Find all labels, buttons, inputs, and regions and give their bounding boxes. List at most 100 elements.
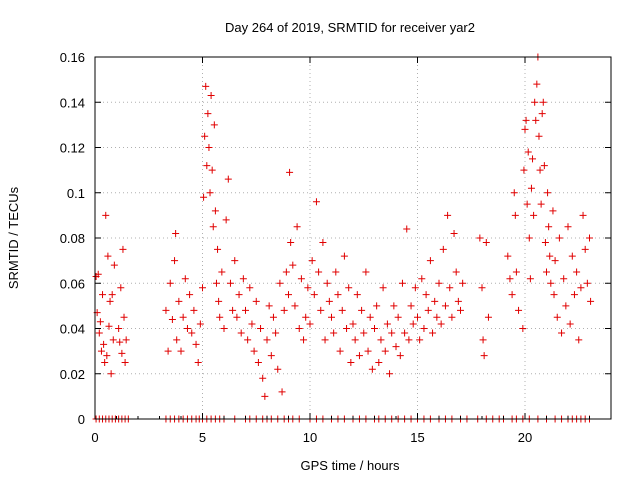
data-point xyxy=(504,252,512,260)
data-point xyxy=(164,347,172,355)
data-point xyxy=(272,329,280,337)
data-point xyxy=(377,336,385,344)
data-point xyxy=(172,229,180,237)
data-point xyxy=(248,320,256,328)
data-point xyxy=(358,306,366,314)
data-point xyxy=(120,313,128,321)
data-point xyxy=(250,347,258,355)
data-point xyxy=(386,370,394,378)
data-point xyxy=(334,291,342,299)
data-point xyxy=(117,284,125,292)
data-point xyxy=(524,148,532,156)
x-axis-label: GPS time / hours xyxy=(301,458,400,473)
data-point xyxy=(581,245,589,253)
data-point xyxy=(550,291,558,299)
data-point xyxy=(388,329,396,337)
data-point xyxy=(192,340,200,348)
data-point xyxy=(97,347,105,355)
data-point xyxy=(202,82,210,90)
data-point xyxy=(332,268,340,276)
data-point xyxy=(418,275,426,283)
scatter-points xyxy=(92,53,595,423)
data-point xyxy=(231,257,239,265)
data-point xyxy=(540,162,548,170)
data-point xyxy=(181,275,189,283)
x-tick-label: 10 xyxy=(303,430,317,445)
data-point xyxy=(414,313,421,321)
data-point xyxy=(206,189,214,197)
data-point xyxy=(364,347,372,355)
data-point xyxy=(411,284,419,292)
data-point xyxy=(448,313,456,321)
x-tick-labels: 0 5 10 15 20 xyxy=(91,430,532,445)
data-point xyxy=(259,374,267,382)
data-point xyxy=(573,268,581,276)
y-axis-label: SRMTID / TECUs xyxy=(6,186,21,289)
data-point xyxy=(368,365,376,373)
data-point xyxy=(476,234,484,242)
data-point xyxy=(396,352,404,360)
data-point xyxy=(512,268,520,276)
data-point xyxy=(186,291,194,299)
axis-ticks xyxy=(94,56,611,420)
data-point xyxy=(422,291,430,299)
data-point xyxy=(522,116,530,124)
data-point xyxy=(392,343,400,351)
data-point xyxy=(431,297,439,305)
data-point xyxy=(246,284,254,292)
data-point xyxy=(558,329,566,337)
data-point xyxy=(401,329,409,337)
data-point xyxy=(233,313,241,321)
data-point xyxy=(535,132,543,140)
data-point xyxy=(355,352,363,360)
data-point xyxy=(515,306,523,314)
data-point xyxy=(109,336,117,344)
data-point xyxy=(317,306,325,314)
data-point xyxy=(323,279,331,287)
data-point xyxy=(536,166,544,174)
data-point xyxy=(433,313,441,321)
data-point xyxy=(209,223,217,231)
data-point xyxy=(254,358,262,366)
data-point xyxy=(347,358,355,366)
data-point xyxy=(100,340,108,348)
data-point xyxy=(106,297,114,305)
data-point xyxy=(506,275,514,283)
data-point xyxy=(457,306,464,314)
data-point xyxy=(293,223,301,231)
data-point xyxy=(325,297,333,305)
data-point xyxy=(452,268,460,276)
data-point xyxy=(263,336,271,344)
data-point xyxy=(214,245,222,253)
data-point xyxy=(215,297,223,305)
data-point xyxy=(549,207,557,215)
data-point xyxy=(398,279,406,287)
data-point xyxy=(338,306,346,314)
data-point xyxy=(203,162,211,170)
data-point xyxy=(519,325,527,332)
data-point xyxy=(444,211,452,219)
data-point xyxy=(544,189,552,197)
data-point xyxy=(199,284,206,292)
data-point xyxy=(480,352,488,360)
x-tick-label: 5 xyxy=(199,430,206,445)
data-point xyxy=(166,279,174,287)
data-point xyxy=(328,313,335,321)
data-point xyxy=(336,347,344,355)
data-point xyxy=(479,336,487,344)
data-point xyxy=(530,211,538,219)
data-point xyxy=(280,306,288,314)
data-point xyxy=(102,211,110,219)
data-point xyxy=(183,325,191,332)
data-point xyxy=(454,297,462,305)
data-point xyxy=(537,200,545,208)
data-point xyxy=(210,121,218,129)
data-point xyxy=(208,166,216,174)
data-point xyxy=(371,325,378,332)
data-point xyxy=(287,239,295,247)
data-point xyxy=(407,302,415,310)
data-point xyxy=(526,275,534,283)
data-point xyxy=(523,200,531,208)
data-point xyxy=(119,245,127,253)
data-point xyxy=(175,297,183,305)
